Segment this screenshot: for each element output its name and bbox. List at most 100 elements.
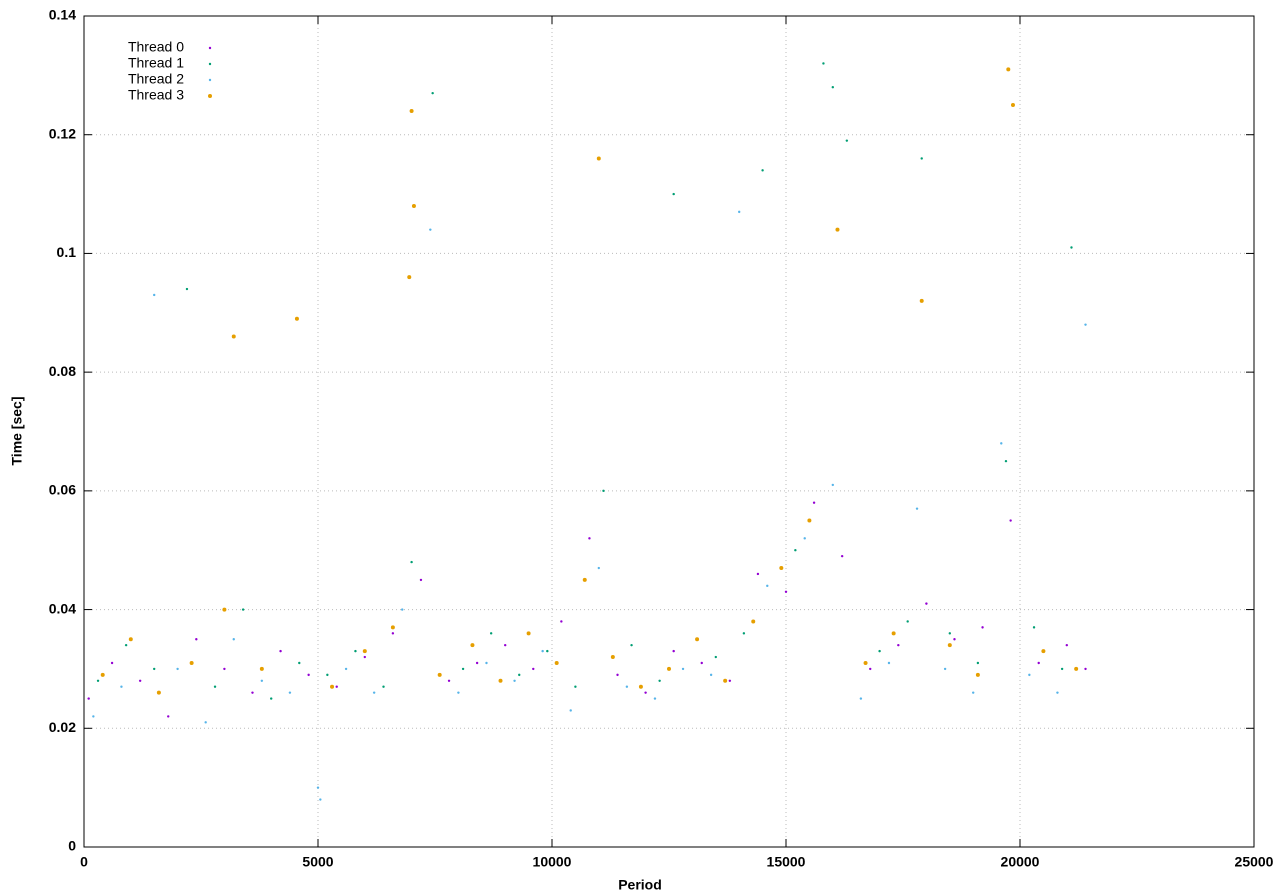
point [513,679,516,682]
point [723,678,728,683]
point [831,483,834,487]
point [259,666,264,671]
point [189,660,194,665]
point [461,667,465,671]
point [195,638,198,641]
point [138,679,142,682]
point [1010,103,1015,108]
y-tick-label: 0 [68,838,76,854]
legend-marker [208,62,212,66]
point [869,667,872,671]
point [457,691,460,694]
y-tick-label: 0.06 [49,482,76,498]
point [947,643,952,648]
point [475,661,479,665]
point [431,91,434,95]
point [863,660,868,665]
point [574,685,577,688]
point [761,169,764,172]
point [803,537,806,540]
point [695,637,700,642]
point [728,679,732,682]
point [897,643,900,647]
point [751,619,756,624]
point [1028,673,1031,677]
point [241,608,245,611]
x-tick-label: 20000 [1001,854,1040,870]
point [1070,246,1073,249]
point [653,697,657,700]
point [845,139,849,142]
point [429,228,432,231]
point [920,157,923,160]
point [362,649,367,654]
point [288,691,292,694]
point [498,678,503,683]
legend-marker [208,78,212,82]
point [766,584,769,588]
point [887,661,891,665]
point [354,649,357,653]
point [807,518,812,523]
point [330,684,335,689]
point [316,786,320,789]
point [407,275,412,280]
point [738,210,741,214]
y-tick-label: 0.14 [49,7,76,23]
point [504,643,507,647]
point [204,721,207,724]
point [251,691,254,694]
point [972,691,975,694]
point [822,62,825,65]
point [742,632,746,635]
point [582,577,587,582]
point [409,108,414,113]
point [470,643,475,648]
point [120,685,123,688]
point [1065,643,1069,647]
point [260,679,264,682]
point [447,679,451,682]
point [391,632,395,635]
point [975,672,980,677]
point [1000,442,1003,445]
plot-frame [83,15,1255,848]
point [602,489,605,493]
point [709,673,713,677]
y-tick-label: 0.12 [49,125,76,141]
point [625,685,629,688]
point [294,316,299,321]
point [232,638,235,641]
point [222,607,227,612]
point [943,667,947,671]
point [419,578,423,582]
point [658,679,661,682]
point [279,649,282,653]
point [437,672,442,677]
point [1084,323,1087,326]
point [167,715,170,718]
point [672,649,675,653]
point [1060,667,1064,671]
point [526,631,531,636]
point [124,643,128,647]
y-tick-label: 0.04 [49,600,76,616]
point [485,661,488,665]
point [185,287,189,291]
point [831,86,834,89]
point [878,649,881,653]
point [560,620,563,623]
point [948,632,951,635]
point [307,673,310,677]
point [919,298,924,303]
point [779,566,784,571]
point [700,661,703,665]
point [714,655,717,659]
point [489,632,493,635]
y-tick-label: 0.1 [57,244,77,260]
point [96,679,100,682]
point [382,685,385,688]
y-tick-label: 0.02 [49,719,76,735]
point [1032,626,1036,629]
point [616,673,619,677]
